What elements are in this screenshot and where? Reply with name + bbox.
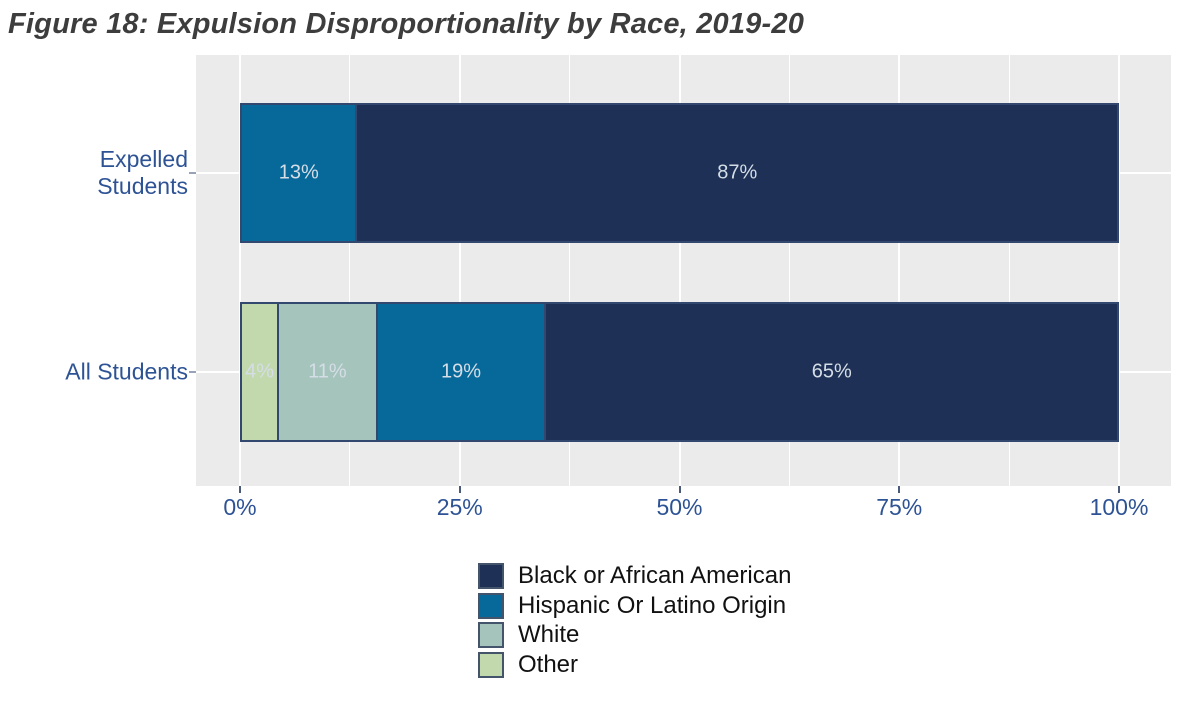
legend-swatch xyxy=(478,651,504,678)
figure-title: Figure 18: Expulsion Disproportionality … xyxy=(8,8,805,40)
legend-swatch xyxy=(478,592,504,619)
x-axis-tick-label: 25% xyxy=(436,494,483,520)
gridline-vertical-minor xyxy=(569,55,571,486)
legend-label: White xyxy=(518,621,580,648)
gridline-vertical-minor xyxy=(349,55,351,486)
bar-value-label: 65% xyxy=(811,360,852,383)
y-axis-tick xyxy=(189,172,196,174)
bar-segment: 65% xyxy=(544,304,1118,440)
bar-value-label: 19% xyxy=(441,360,482,383)
legend-item: Other xyxy=(478,650,579,678)
bar-segment: 19% xyxy=(375,304,545,440)
stacked-bar: 4% 11% 19% 65% xyxy=(240,302,1119,442)
bar-segment: 13% xyxy=(242,105,356,241)
bar-value-label: 11% xyxy=(308,360,347,383)
bar-value-label: 87% xyxy=(717,161,758,184)
y-axis-tick xyxy=(189,371,196,373)
legend-swatch xyxy=(478,622,504,648)
legend-item: Black or African American xyxy=(478,563,791,589)
bar-value-label: 13% xyxy=(278,161,319,184)
gridline-vertical-major xyxy=(898,55,901,486)
legend-label: Other xyxy=(518,650,579,678)
legend-item: White xyxy=(478,622,579,648)
x-axis-tick xyxy=(1118,486,1120,493)
gridline-vertical-minor xyxy=(788,55,790,486)
x-axis-tick xyxy=(239,486,241,493)
gridline-vertical-major xyxy=(1118,55,1120,486)
gridline-vertical-major xyxy=(458,55,461,486)
x-axis-tick xyxy=(898,486,901,493)
x-axis-tick-label: 100% xyxy=(1089,494,1149,520)
bar-segment: 11% xyxy=(277,304,376,440)
x-axis-tick-label: 50% xyxy=(656,494,703,520)
gridline-vertical-minor xyxy=(1008,55,1010,486)
legend-swatch xyxy=(478,563,504,589)
gridline-vertical-major xyxy=(678,55,681,486)
y-axis-category-label: Expelled Students xyxy=(97,146,188,199)
legend-label: Black or African American xyxy=(518,562,792,589)
bar-segment: 87% xyxy=(355,105,1117,241)
legend-label: Hispanic Or Latino Origin xyxy=(518,591,787,619)
bar-segment: 4% xyxy=(242,304,278,440)
y-axis-category-label: All Students xyxy=(65,358,188,385)
plot-panel: 13% 87% 4% 11% 19% 65% xyxy=(196,55,1171,486)
bar-value-label: 4% xyxy=(245,360,274,383)
x-axis-tick-label: 0% xyxy=(223,494,257,520)
gridline-vertical-major xyxy=(239,55,241,486)
legend-item: Hispanic Or Latino Origin xyxy=(478,591,787,619)
stacked-bar: 13% 87% xyxy=(240,103,1119,243)
x-axis-tick xyxy=(458,486,461,493)
x-axis-tick xyxy=(678,486,681,493)
x-axis-tick-label: 75% xyxy=(876,494,923,520)
